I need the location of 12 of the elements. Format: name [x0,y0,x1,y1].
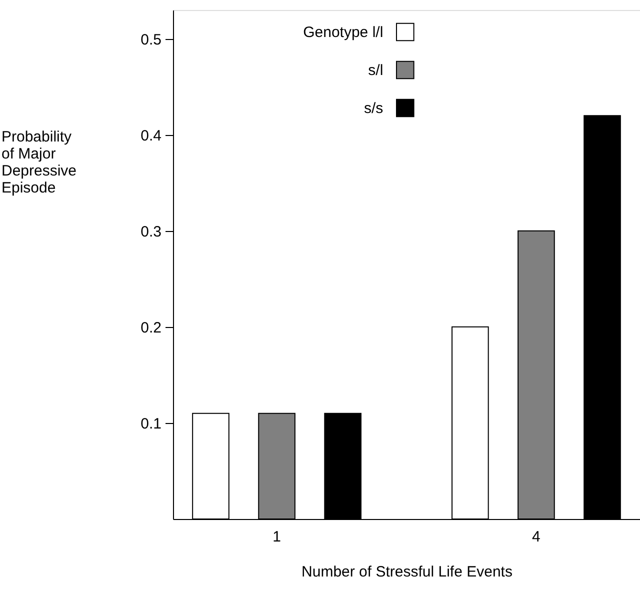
x-tick-label: 1 [272,528,281,546]
legend-label: s/l [368,62,384,79]
y-tick-label: 0.1 [140,415,162,432]
y-axis-title: Probability of Major Depressive Episode [2,128,77,197]
y-tick-label: 0.4 [140,127,162,144]
y-tick-label: 0.5 [140,31,162,48]
y-tick-label: 0.2 [140,319,162,336]
text: Genotype l/l [303,24,384,41]
legend-label: s/s [364,100,384,117]
y-tick-label: 0.3 [140,223,162,240]
x-tick-label: 4 [532,528,540,546]
x-axis-title: Number of Stressful Life Events [302,564,512,580]
